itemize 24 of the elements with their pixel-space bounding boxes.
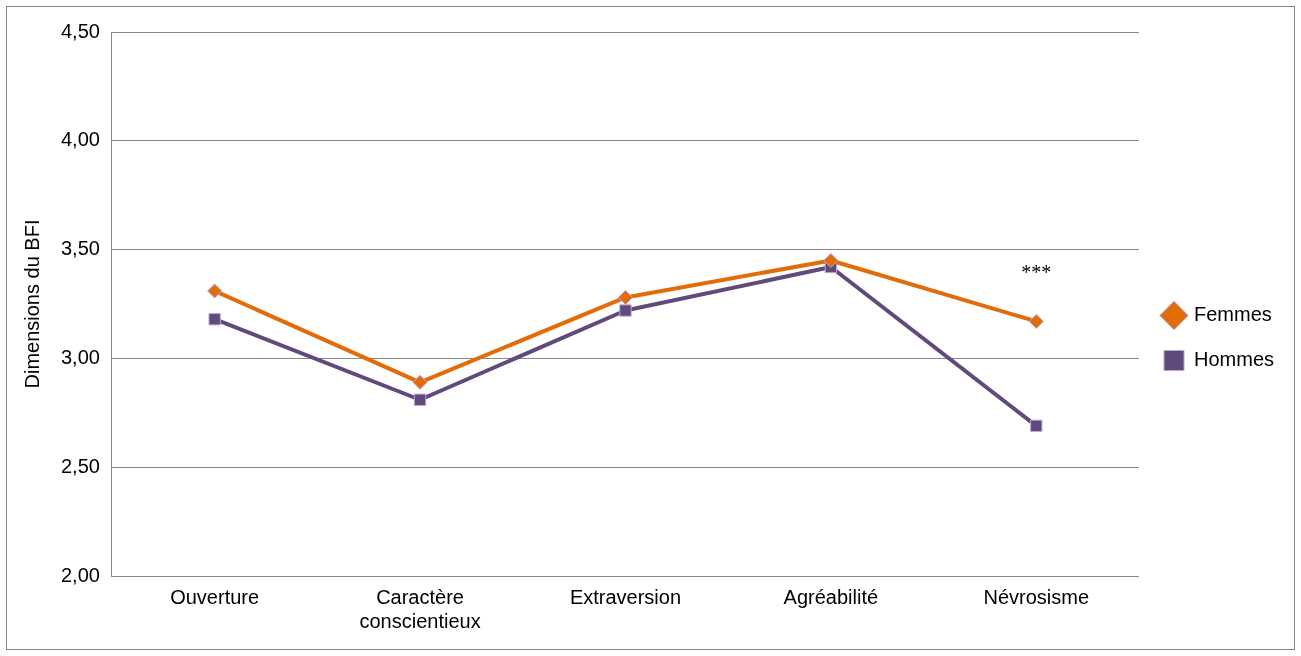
annotation: *** xyxy=(1021,260,1052,283)
point xyxy=(617,289,633,305)
legend-label: Hommes xyxy=(1193,348,1275,371)
y-tick-label: 2,00 xyxy=(60,563,100,586)
y-tick-label: 2,50 xyxy=(60,454,100,477)
y-tick-label: 4,50 xyxy=(60,19,100,42)
point xyxy=(208,313,221,326)
y-axis-title: Dimensions du BFI xyxy=(20,219,43,389)
y-tick-label: 4,00 xyxy=(60,128,100,151)
x-tick-label: Agréabilité xyxy=(783,585,879,608)
point xyxy=(823,252,839,268)
point xyxy=(1030,419,1043,433)
y-tick-label: 3,00 xyxy=(60,345,100,368)
x-tick-label: Névrosisme xyxy=(983,585,1090,608)
point xyxy=(413,393,427,406)
x-tick-label: Extraversion xyxy=(569,585,682,608)
point xyxy=(412,374,428,390)
point xyxy=(207,283,223,299)
y-tick-label: 3,50 xyxy=(60,237,100,260)
legend-label: Femmes xyxy=(1193,303,1272,326)
point xyxy=(619,304,632,317)
x-tick-label: Caractère conscientieux xyxy=(359,585,481,632)
x-tick-label: Ouverture xyxy=(170,585,260,608)
point xyxy=(1028,313,1044,329)
